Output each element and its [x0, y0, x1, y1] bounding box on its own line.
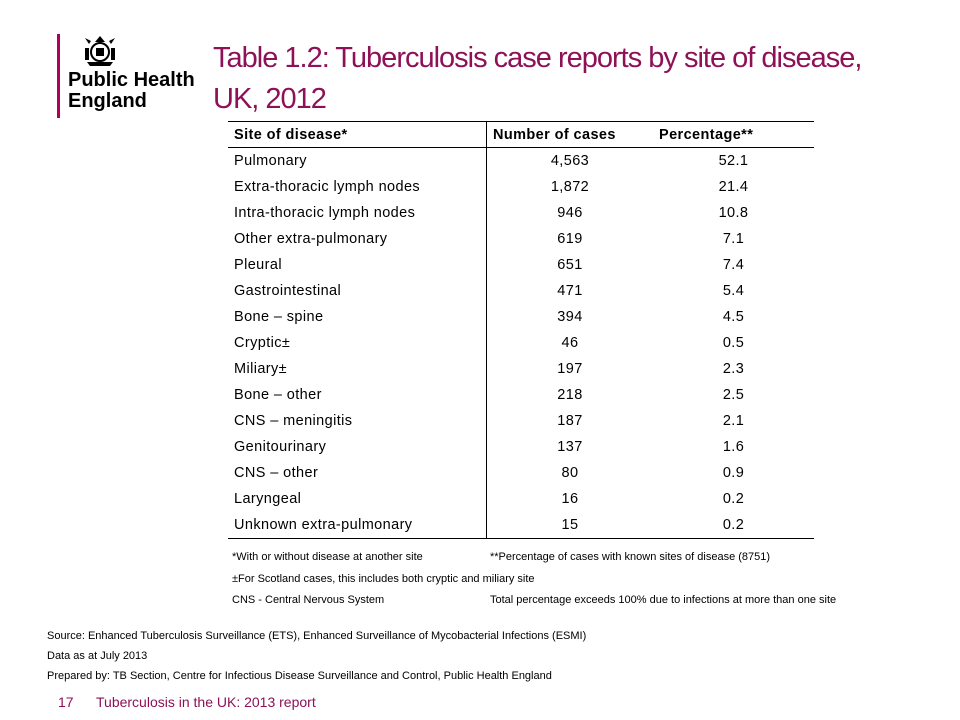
report-title: Tuberculosis in the UK: 2013 report	[96, 694, 316, 710]
cell-site: Miliary±	[234, 361, 288, 377]
cell-site: Pulmonary	[234, 153, 307, 169]
cell-percentage: 1.6	[722, 439, 745, 455]
cell-number: 187	[486, 408, 653, 434]
table-row: Bone – other 218 2.5	[228, 382, 814, 408]
cell-site: Gastrointestinal	[234, 283, 342, 299]
table-row: Genitourinary 137 1.6	[228, 434, 814, 460]
footnote-total: Total percentage exceeds 100% due to inf…	[490, 594, 837, 606]
cell-number: 4,563	[486, 147, 653, 174]
cell-percentage: 2.1	[722, 413, 745, 429]
table-header-row: Site of disease* Number of cases Percent…	[228, 121, 814, 148]
table-container: Site of disease* Number of cases Percent…	[228, 121, 814, 539]
cell-number: 651	[486, 252, 653, 278]
cell-percentage: 7.1	[722, 231, 745, 247]
cell-number: 946	[486, 200, 653, 226]
cell-percentage: 5.4	[722, 283, 745, 299]
page-number: 17	[58, 694, 74, 710]
header-number: Number of cases	[486, 121, 653, 148]
cell-percentage: 52.1	[718, 153, 749, 169]
cell-percentage: 0.2	[653, 512, 814, 539]
cell-percentage: 2.5	[722, 387, 745, 403]
cell-number: 15	[486, 512, 653, 539]
table-row: Laryngeal 16 0.2	[228, 486, 814, 512]
source-line: Source: Enhanced Tuberculosis Surveillan…	[47, 630, 587, 642]
prepared-by-line: Prepared by: TB Section, Centre for Infe…	[47, 670, 552, 682]
cell-number: 471	[486, 278, 653, 304]
cell-number: 197	[486, 356, 653, 382]
table-row: Cryptic± 46 0.5	[228, 330, 814, 356]
table-row: Gastrointestinal 471 5.4	[228, 278, 814, 304]
logo-line-1: Public Health	[68, 69, 195, 91]
cell-number: 218	[486, 382, 653, 408]
cell-number: 46	[486, 330, 653, 356]
cell-site: Intra-thoracic lymph nodes	[234, 205, 416, 221]
cell-site: Genitourinary	[234, 439, 327, 455]
cell-percentage: 7.4	[722, 257, 745, 273]
table-row: Intra-thoracic lymph nodes 946 10.8	[228, 200, 814, 226]
cell-site: Laryngeal	[234, 491, 302, 507]
cell-number: 619	[486, 226, 653, 252]
table-row: Other extra-pulmonary 619 7.1	[228, 226, 814, 252]
table-row: Miliary± 197 2.3	[228, 356, 814, 382]
cell-site: Other extra-pulmonary	[234, 231, 388, 247]
footnote-scotland: ±For Scotland cases, this includes both …	[232, 573, 535, 585]
cell-percentage: 10.8	[718, 205, 749, 221]
cell-number: 1,872	[486, 174, 653, 200]
logo-text: Public Health England	[68, 70, 195, 112]
cell-percentage: 0.2	[722, 491, 745, 507]
cell-site: Pleural	[234, 257, 282, 273]
table-row: Bone – spine 394 4.5	[228, 304, 814, 330]
cell-percentage: 2.3	[722, 361, 745, 377]
logo-divider	[57, 34, 60, 118]
cell-site: Bone – spine	[234, 309, 324, 325]
cell-site: Bone – other	[234, 387, 322, 403]
cell-percentage: 21.4	[718, 179, 749, 195]
footnote-with-without: *With or without disease at another site	[232, 551, 423, 563]
cell-site: CNS – other	[234, 465, 319, 481]
cell-site: Extra-thoracic lymph nodes	[234, 179, 421, 195]
royal-crest-icon	[85, 36, 115, 66]
cell-site: CNS – meningitis	[234, 413, 353, 429]
footnote-percentage: **Percentage of cases with known sites o…	[490, 551, 771, 563]
table-row: Unknown extra-pulmonary 15 0.2	[228, 512, 814, 539]
table-row: Pleural 651 7.4	[228, 252, 814, 278]
cell-number: 394	[486, 304, 653, 330]
cell-percentage: 0.9	[722, 465, 745, 481]
cell-number: 137	[486, 434, 653, 460]
table-row: CNS – other 80 0.9	[228, 460, 814, 486]
header-percentage: Percentage**	[653, 121, 814, 148]
table-row: Extra-thoracic lymph nodes 1,872 21.4	[228, 174, 814, 200]
cell-percentage: 0.5	[722, 335, 745, 351]
table-row: CNS – meningitis 187 2.1	[228, 408, 814, 434]
footnote-cns: CNS - Central Nervous System	[232, 594, 385, 606]
data-date-line: Data as at July 2013	[47, 650, 148, 662]
logo-line-2: England	[68, 90, 147, 112]
cell-site: Unknown extra-pulmonary	[228, 512, 487, 539]
header-site: Site of disease*	[228, 121, 487, 148]
cell-number: 16	[486, 486, 653, 512]
page-title: Table 1.2: Tuberculosis case reports by …	[213, 42, 862, 115]
table-row: Pulmonary 4,563 52.1	[228, 147, 814, 174]
cell-percentage: 4.5	[722, 309, 745, 325]
tb-cases-table: Site of disease* Number of cases Percent…	[228, 121, 814, 539]
cell-site: Cryptic±	[234, 335, 291, 351]
cell-number: 80	[486, 460, 653, 486]
